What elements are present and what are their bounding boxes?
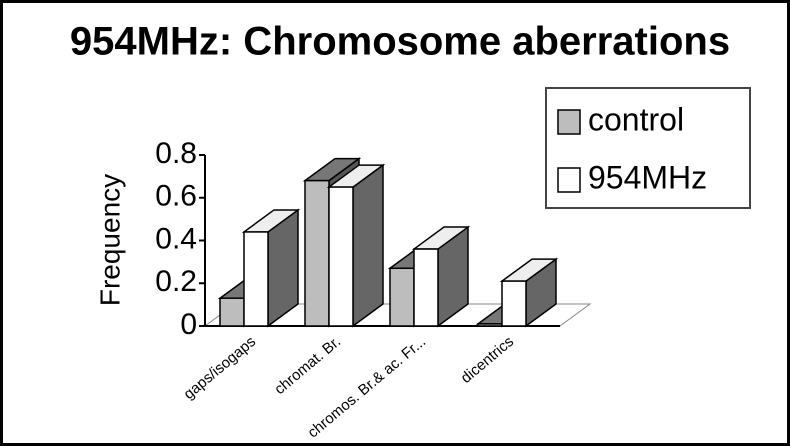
legend: control 954MHz xyxy=(545,87,751,209)
y-axis-label: Frequency xyxy=(94,174,125,306)
bar-front xyxy=(413,248,439,327)
legend-label: 954MHz xyxy=(588,159,707,195)
bar-front xyxy=(219,297,245,327)
y-tick-label: 0.8 xyxy=(155,137,197,170)
y-tick-label: 0.4 xyxy=(155,222,197,255)
bar-front xyxy=(243,231,269,327)
chart-title: 954MHz: Chromosome aberrations xyxy=(70,20,730,64)
bar-front xyxy=(328,186,354,327)
legend-swatch xyxy=(557,109,581,135)
bar xyxy=(499,257,559,328)
legend-swatch xyxy=(557,167,581,193)
bar-front xyxy=(477,323,503,327)
legend-label: control xyxy=(588,101,684,137)
bar xyxy=(241,208,301,328)
bar-front xyxy=(501,280,527,327)
y-tick-label: 0.6 xyxy=(155,180,197,213)
y-tick-label: 0 xyxy=(180,308,197,341)
bar-front xyxy=(389,267,415,327)
bar-front xyxy=(304,179,330,327)
y-tick-label: 0.2 xyxy=(155,265,197,298)
bar-side xyxy=(352,163,384,328)
bar xyxy=(326,163,386,328)
bar xyxy=(411,225,471,328)
